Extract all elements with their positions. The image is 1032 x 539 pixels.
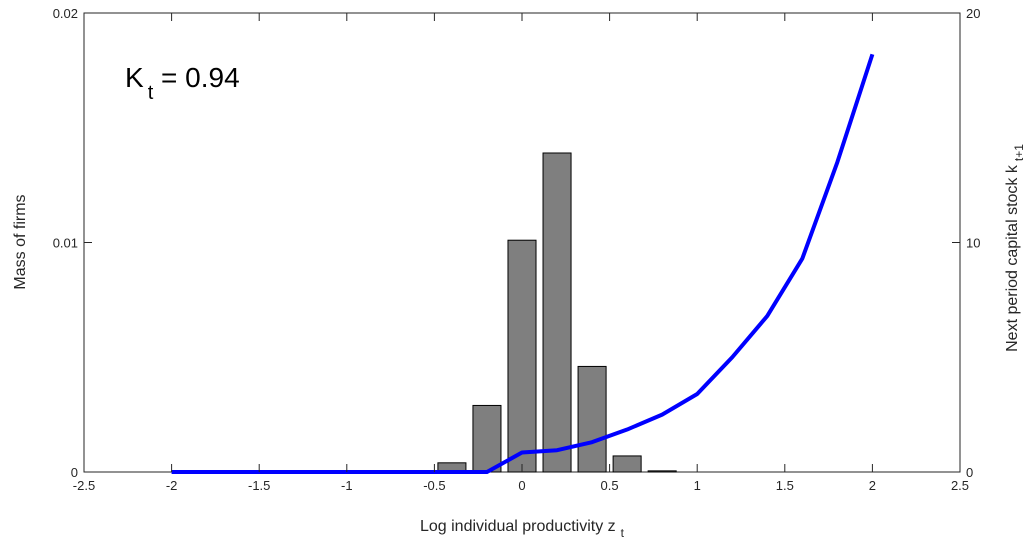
tick-label: 0 <box>966 465 973 480</box>
histogram-bar <box>612 455 642 473</box>
tick-label: 0.02 <box>53 6 78 21</box>
tick-label: -2 <box>166 478 178 493</box>
tick-label: 0 <box>518 478 525 493</box>
tick-label: 1 <box>694 478 701 493</box>
tick-label: -1.5 <box>248 478 270 493</box>
histogram-bar <box>647 470 677 473</box>
capital-policy-line <box>171 53 875 474</box>
histogram-bar <box>472 404 502 473</box>
tick-label: 10 <box>966 236 980 251</box>
tick-label: 1.5 <box>776 478 794 493</box>
tick-label: -1 <box>341 478 353 493</box>
histogram-bar <box>577 365 607 473</box>
tick-label: 2.5 <box>951 478 969 493</box>
tick-label: -2.5 <box>73 478 95 493</box>
y-axis-left-label: Mass of firms <box>12 194 29 289</box>
axis-ticks: -2.5 -2 -1.5 -1 -0.5 0 0.5 1 1.5 2 2.500.010.02010… <box>53 6 981 493</box>
histogram-bar <box>542 152 572 473</box>
y-axis-right-label: Next period capital stock kt+1 <box>1004 144 1026 352</box>
tick-label: 2 <box>869 478 876 493</box>
histogram-bar <box>507 239 537 473</box>
tick-label: 20 <box>966 6 980 21</box>
histogram-bars <box>437 152 677 473</box>
tick-label: 0.01 <box>53 236 78 251</box>
tick-label: 0 <box>71 465 78 480</box>
tick-label: -0.5 <box>423 478 445 493</box>
tick-label: 0.5 <box>601 478 619 493</box>
